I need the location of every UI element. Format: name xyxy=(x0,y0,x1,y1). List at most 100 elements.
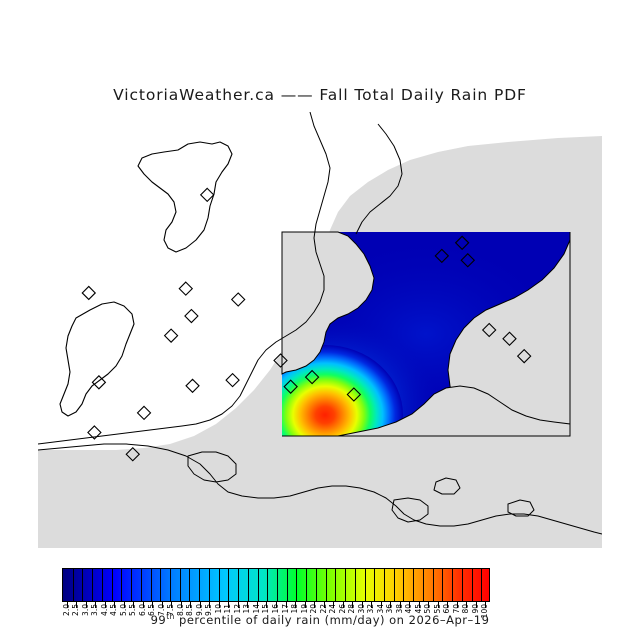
colorbar-tick xyxy=(247,602,249,608)
station-marker-diamond[interactable] xyxy=(91,375,107,390)
colorbar-tick xyxy=(66,602,68,608)
map-canvas[interactable] xyxy=(38,112,602,548)
colorbar-tick xyxy=(209,602,211,608)
colorbar-separator xyxy=(257,569,259,601)
colorbar-separator xyxy=(452,569,454,601)
station-marker-diamond[interactable] xyxy=(304,369,320,385)
colorbar-separator xyxy=(170,569,171,601)
colorbar[interactable] xyxy=(62,568,494,606)
station-marker-diamond[interactable] xyxy=(502,331,517,346)
colorbar-separator xyxy=(442,569,444,601)
colorbar-separator xyxy=(228,569,230,601)
map-panel[interactable] xyxy=(38,112,602,548)
colorbar-gradient xyxy=(63,569,489,601)
caption-percentile: 99 xyxy=(150,612,167,627)
colorbar-separator xyxy=(267,569,269,601)
station-marker-diamond[interactable] xyxy=(225,372,240,388)
colorbar-separator xyxy=(374,569,376,601)
colorbar-tick xyxy=(409,602,411,608)
station-marker-diamond[interactable] xyxy=(178,281,194,296)
colorbar-tick xyxy=(447,602,449,608)
colorbar-separator xyxy=(335,569,337,601)
colorbar-separator xyxy=(345,569,347,601)
colorbar-separator xyxy=(189,569,191,601)
colorbar-tick xyxy=(295,602,297,608)
colorbar-separator xyxy=(364,569,366,601)
station-marker-diamond[interactable] xyxy=(230,292,246,307)
station-marker-diamond[interactable] xyxy=(184,308,199,324)
station-marker-diamond[interactable] xyxy=(125,446,141,462)
colorbar-separator xyxy=(247,569,249,601)
caption-rest: percentile of daily rain (mm/day) on 202… xyxy=(174,612,490,627)
colorbar-tick xyxy=(333,602,335,608)
colorbar-tick xyxy=(85,602,87,608)
coastline-land-over-data xyxy=(282,232,570,436)
colorbar-separator xyxy=(422,569,424,601)
colorbar-tick xyxy=(418,602,420,608)
colorbar-separator xyxy=(121,569,123,601)
colorbar-separator xyxy=(199,569,201,601)
colorbar-tick xyxy=(76,602,78,608)
colorbar-tick xyxy=(161,602,163,608)
colorbar-separator xyxy=(296,569,298,601)
colorbar-tick xyxy=(276,602,277,608)
colorbar-separator xyxy=(131,569,133,601)
colorbar-frame[interactable] xyxy=(62,568,490,602)
colorbar-separator xyxy=(286,569,288,601)
colorbar-separator xyxy=(238,569,240,601)
station-marker-diamond[interactable] xyxy=(185,378,200,394)
station-marker-diamond[interactable] xyxy=(516,348,532,364)
coastline-strokes xyxy=(38,112,602,535)
colorbar-separator xyxy=(306,569,308,601)
colorbar-tick xyxy=(371,602,373,608)
station-marker-diamond[interactable] xyxy=(481,322,497,338)
colorbar-separator xyxy=(315,569,317,601)
colorbar-separator xyxy=(325,569,327,601)
station-marker-diamond[interactable] xyxy=(434,248,450,264)
colorbar-tick xyxy=(437,602,439,608)
colorbar-tick xyxy=(218,602,220,608)
colorbar-separator xyxy=(461,569,463,601)
station-markers[interactable] xyxy=(81,187,532,462)
station-marker-diamond[interactable] xyxy=(163,328,179,343)
colorbar-tick xyxy=(266,602,268,608)
colorbar-tick xyxy=(171,602,173,608)
colorbar-separator xyxy=(92,569,94,601)
colorbar-tick xyxy=(256,602,258,608)
station-marker-diamond[interactable] xyxy=(346,387,362,402)
colorbar-tick xyxy=(237,602,239,608)
colorbar-tick xyxy=(399,602,401,608)
colorbar-tick xyxy=(352,602,354,608)
rain-hotspot xyxy=(282,345,403,436)
colorbar-tick xyxy=(314,602,316,608)
colorbar-separator xyxy=(160,569,162,601)
station-marker-diamond[interactable] xyxy=(199,187,215,203)
colorbar-caption: 99th percentile of daily rain (mm/day) o… xyxy=(0,612,640,627)
colorbar-ticks xyxy=(62,602,490,609)
colorbar-tick xyxy=(428,602,430,608)
colorbar-separator xyxy=(140,569,142,601)
colorbar-tick xyxy=(104,602,106,608)
colorbar-tick xyxy=(323,602,325,608)
colorbar-tick xyxy=(199,602,201,608)
colorbar-tick xyxy=(390,602,392,608)
station-marker-diamond[interactable] xyxy=(460,252,476,268)
station-marker-diamond[interactable] xyxy=(454,235,470,251)
colorbar-tick xyxy=(152,602,154,608)
caption-ordinal: th xyxy=(166,612,175,621)
colorbar-separator xyxy=(72,569,74,601)
station-marker-diamond[interactable] xyxy=(273,353,288,368)
colorbar-tick xyxy=(180,602,182,608)
colorbar-separator xyxy=(403,569,405,601)
station-marker-diamond[interactable] xyxy=(87,425,102,440)
station-marker-diamond[interactable] xyxy=(283,379,298,394)
colorbar-tick xyxy=(361,602,363,608)
colorbar-band-separators xyxy=(63,569,489,601)
colorbar-tick xyxy=(466,602,468,608)
station-marker-diamond[interactable] xyxy=(81,285,97,301)
colorbar-tick xyxy=(190,602,192,608)
colorbar-separator xyxy=(82,569,84,601)
colorbar-tick xyxy=(114,602,116,608)
station-marker-diamond[interactable] xyxy=(136,405,152,421)
